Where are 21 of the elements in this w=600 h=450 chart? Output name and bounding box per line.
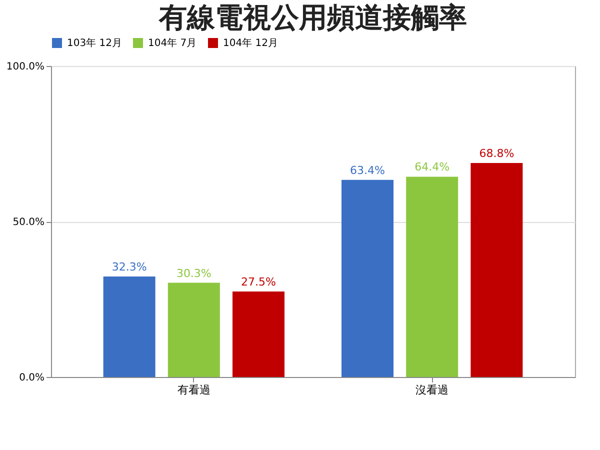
x-tick-label: 有看過	[177, 384, 210, 396]
data-label: 32.3%	[112, 260, 147, 274]
y-tick-label: 0.0%	[19, 372, 44, 384]
x-tick-label: 沒看過	[416, 384, 449, 396]
y-tick-label: 50.0%	[12, 217, 44, 228]
bar	[406, 176, 458, 377]
legend-label: 103年 12月	[67, 37, 122, 49]
y-tick-label: 100.0%	[6, 62, 44, 72]
bar	[470, 163, 523, 377]
data-label: 30.3%	[176, 266, 212, 280]
data-label: 27.5%	[241, 275, 276, 288]
bar	[103, 276, 156, 377]
chart-title: 有線電視公用頻道接觸率	[158, 1, 467, 34]
legend-label: 104年 7月	[148, 37, 197, 49]
bar	[168, 282, 220, 377]
data-label: 63.4%	[350, 164, 385, 177]
data-label: 68.8%	[479, 147, 514, 160]
bar	[232, 291, 284, 377]
bar	[342, 180, 394, 377]
data-label: 64.4%	[414, 160, 450, 174]
legend-label: 104年 12月	[223, 37, 278, 49]
